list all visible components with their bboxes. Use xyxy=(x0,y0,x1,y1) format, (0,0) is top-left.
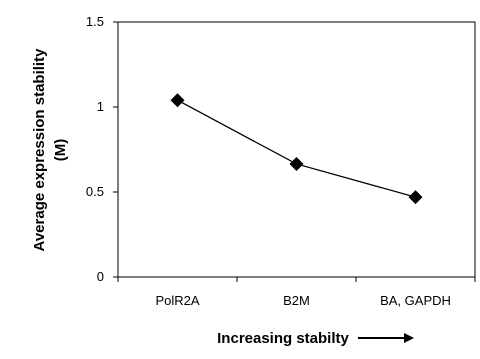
y-axis-ticks: 0 0.5 1 1.5 xyxy=(86,14,118,284)
y-axis-title-line2: (M) xyxy=(52,139,69,162)
x-tick-label: B2M xyxy=(283,293,310,308)
data-point-1 xyxy=(170,93,185,108)
arrow-right-icon xyxy=(358,333,414,343)
y-tick-label: 1.5 xyxy=(86,14,104,29)
y-tick-label: 0.5 xyxy=(86,184,104,199)
series-group xyxy=(170,93,423,205)
x-axis-title: Increasing stabilty xyxy=(217,330,349,347)
data-point-3 xyxy=(408,190,423,205)
x-axis-ticks: PolR2A B2M BA, GAPDH xyxy=(117,277,476,308)
y-tick-label: 0 xyxy=(97,269,104,284)
plot-area-frame xyxy=(117,21,476,278)
data-point-2 xyxy=(289,156,304,171)
x-tick-label: PolR2A xyxy=(155,293,199,308)
y-axis-title-line1: Average expression stability xyxy=(31,48,48,252)
x-tick-label: BA, GAPDH xyxy=(380,293,451,308)
y-tick-label: 1 xyxy=(97,99,104,114)
series-line xyxy=(177,99,416,198)
